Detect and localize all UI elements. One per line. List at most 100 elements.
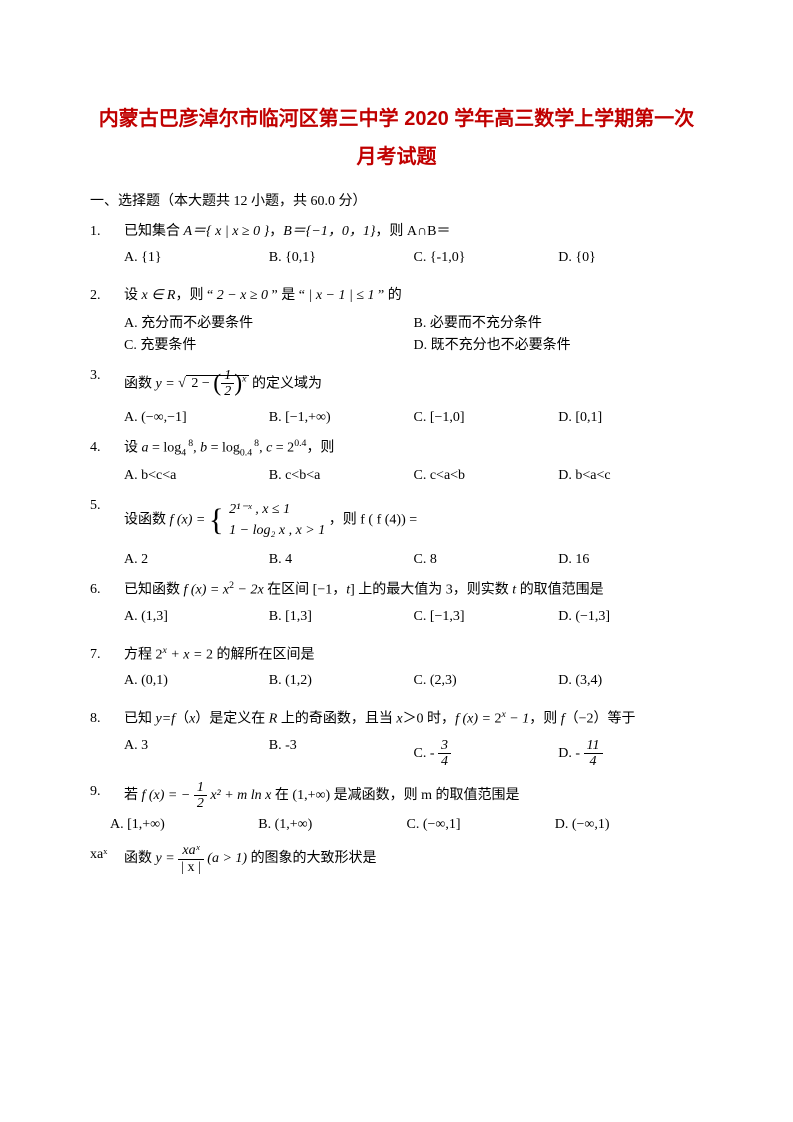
- question-2: 2. 设 x ∈ R，则 “ 2 − x ≥ 0 ” 是 “ | x − 1 |…: [90, 284, 703, 308]
- q5-number: 5.: [90, 494, 112, 546]
- question-9: 9. 若 f (x) = − 12 x² + m ln x 在 (1,+∞) 是…: [90, 780, 703, 812]
- question-3: 3. 函数 y = 2 − (12)x 的定义域为: [90, 364, 703, 404]
- q10-cond: (a > 1): [207, 852, 250, 867]
- q3-opt-d: D. [0,1]: [558, 410, 703, 426]
- question-8: 8. 已知 y=f（x）是定义在 R 上的奇函数，且当 x＞0 时，f (x) …: [90, 707, 703, 731]
- q2-opt-d: D. 既不充分也不必要条件: [414, 334, 704, 354]
- q1-text-2: ，: [269, 224, 283, 239]
- q10-tail: 的图象的大致形状是: [251, 852, 377, 867]
- q7-number: 7.: [90, 643, 112, 667]
- q10-y: y =: [156, 852, 175, 867]
- q1-text-1: 已知集合: [124, 224, 184, 239]
- q7-stem: 方程 2x + x = 2 的解所在区间是: [124, 643, 703, 667]
- q2-opt-a: A. 充分而不必要条件: [124, 312, 414, 332]
- q9-at: 在 (1,+∞): [275, 788, 334, 803]
- q3-y: y =: [156, 376, 175, 391]
- q5-options: A. 2 B. 4 C. 8 D. 16: [124, 552, 703, 568]
- q8-d-frac: 114: [584, 738, 603, 770]
- q5-fx: f (x) =: [170, 513, 206, 528]
- q2-opt-b: B. 必要而不充分条件: [414, 312, 704, 332]
- q3-options: A. (−∞,−1] B. [−1,+∞) C. [−1,0] D. [0,1]: [124, 410, 703, 426]
- q2-text-4: ” 的: [375, 288, 402, 303]
- q5-brace: {: [209, 503, 224, 537]
- q1-options: A. {1} B. {0,1} C. {-1,0} D. {0}: [124, 250, 703, 266]
- q8-number: 8.: [90, 707, 112, 731]
- q3-sqrt: 2 − (12)x: [178, 364, 248, 404]
- q1-opt-b: B. {0,1}: [269, 250, 414, 266]
- q10-den: | x |: [178, 860, 204, 875]
- q8-c-den: 4: [438, 754, 451, 769]
- q5-opt-c: C. 8: [414, 552, 559, 568]
- q8-c-frac: 34: [438, 738, 451, 770]
- q8-d-num: 11: [584, 738, 603, 754]
- question-4: 4. 设 a = log48, b = log0.48, c = 20.4，则: [90, 436, 703, 462]
- q4-number: 4.: [90, 436, 112, 462]
- q7-opt-d: D. (3,4): [558, 673, 703, 689]
- q9-rest: x² + m ln x: [210, 788, 271, 803]
- q8-d-sign: -: [575, 746, 583, 761]
- q4-opt-b: B. c<b<a: [269, 468, 414, 484]
- q2-text-3: ” 是 “: [268, 288, 308, 303]
- q2-stem: 设 x ∈ R，则 “ 2 − x ≥ 0 ” 是 “ | x − 1 | ≤ …: [124, 284, 703, 308]
- q6-number: 6.: [90, 578, 112, 602]
- question-6: 6. 已知函数 f (x) = x2 − 2x 在区间 [−1，t] 上的最大值…: [90, 578, 703, 602]
- q4-opt-d: D. b<a<c: [558, 468, 703, 484]
- q7-opt-b: B. (1,2): [269, 673, 414, 689]
- q5-case-2: 1 − log₂ x , x > 1: [229, 520, 325, 541]
- q8-d-pre: D.: [558, 746, 575, 761]
- q6-opt-a: A. (1,3]: [124, 609, 269, 625]
- q3-lparen: (: [213, 371, 221, 397]
- q8-c-sign: -: [430, 746, 438, 761]
- question-1: 1. 已知集合 A＝{ x | x ≥ 0 }，B＝{−1，0，1}，则 A∩B…: [90, 220, 703, 244]
- q9-number: 9.: [90, 780, 112, 812]
- q7-options: A. (0,1) B. (1,2) C. (2,3) D. (3,4): [124, 673, 703, 689]
- q5-stem: 设函数 f (x) = { 2¹⁻ˣ , x ≤ 1 1 − log₂ x , …: [124, 494, 703, 546]
- q1-stem: 已知集合 A＝{ x | x ≥ 0 }，B＝{−1，0，1}，则 A∩B＝: [124, 220, 703, 244]
- q10-number: xaˣ: [90, 843, 112, 875]
- q9-text-1: 若: [124, 788, 142, 803]
- q1-opt-d: D. {0}: [558, 250, 703, 266]
- q8-c-num: 3: [438, 738, 451, 754]
- q3-opt-b: B. [−1,+∞): [269, 410, 414, 426]
- q4-options: A. b<c<a B. c<b<a C. c<a<b D. b<a<c: [124, 468, 703, 484]
- q8-opt-b: B. -3: [269, 738, 414, 770]
- q1-set-a: A＝{ x | x ≥ 0 }: [184, 224, 270, 239]
- q6-stem: 已知函数 f (x) = x2 − 2x 在区间 [−1，t] 上的最大值为 3…: [124, 578, 703, 602]
- q7-opt-a: A. (0,1): [124, 673, 269, 689]
- q5-text-1: 设函数: [124, 513, 170, 528]
- q2-opt-c: C. 充要条件: [124, 334, 414, 354]
- q3-stem: 函数 y = 2 − (12)x 的定义域为: [124, 364, 703, 404]
- q5-case-1: 2¹⁻ˣ , x ≤ 1: [229, 499, 325, 520]
- q2-options: A. 充分而不必要条件 B. 必要而不充分条件 C. 充要条件 D. 既不充分也…: [124, 312, 703, 354]
- q5-cases: 2¹⁻ˣ , x ≤ 1 1 − log₂ x , x > 1: [229, 499, 325, 541]
- q8-opt-c: C. - 34: [414, 738, 559, 770]
- q6-opt-b: B. [1,3]: [269, 609, 414, 625]
- question-7: 7. 方程 2x + x = 2 的解所在区间是: [90, 643, 703, 667]
- q4-opt-c: C. c<a<b: [414, 468, 559, 484]
- q1-opt-a: A. {1}: [124, 250, 269, 266]
- q1-number: 1.: [90, 220, 112, 244]
- q2-text-2: ，则 “: [175, 288, 216, 303]
- q5-text-2: ，则 f ( f (4)) =: [329, 513, 417, 528]
- q3-half-num: 1: [221, 368, 234, 384]
- q6-options: A. (1,3] B. [1,3] C. [−1,3] D. (−1,3]: [124, 609, 703, 625]
- q9-fx: f (x) = −: [142, 788, 191, 803]
- q8-opt-a: A. 3: [124, 738, 269, 770]
- q9-stem: 若 f (x) = − 12 x² + m ln x 在 (1,+∞) 是减函数…: [124, 780, 703, 812]
- q6-opt-c: C. [−1,3]: [414, 609, 559, 625]
- q8-d-den: 4: [584, 754, 603, 769]
- q6-opt-d: D. (−1,3]: [558, 609, 703, 625]
- q2-text-1: 设: [124, 288, 142, 303]
- q2-cond1: 2 − x ≥ 0: [217, 288, 268, 303]
- q9-opt-d: D. (−∞,1): [555, 817, 703, 833]
- q1-text-3: ，则 A∩B＝: [375, 224, 450, 239]
- q3-half-den: 2: [221, 384, 234, 399]
- q8-c-pre: C.: [414, 746, 430, 761]
- q10-frac: xaˣ| x |: [178, 843, 204, 875]
- q5-opt-a: A. 2: [124, 552, 269, 568]
- q9-opt-c: C. (−∞,1]: [407, 817, 555, 833]
- q8-options: A. 3 B. -3 C. - 34 D. - 114: [124, 738, 703, 770]
- q8-opt-d: D. - 114: [558, 738, 703, 770]
- q9-opt-b: B. (1,+∞): [258, 817, 406, 833]
- q10-text-1: 函数: [124, 852, 156, 867]
